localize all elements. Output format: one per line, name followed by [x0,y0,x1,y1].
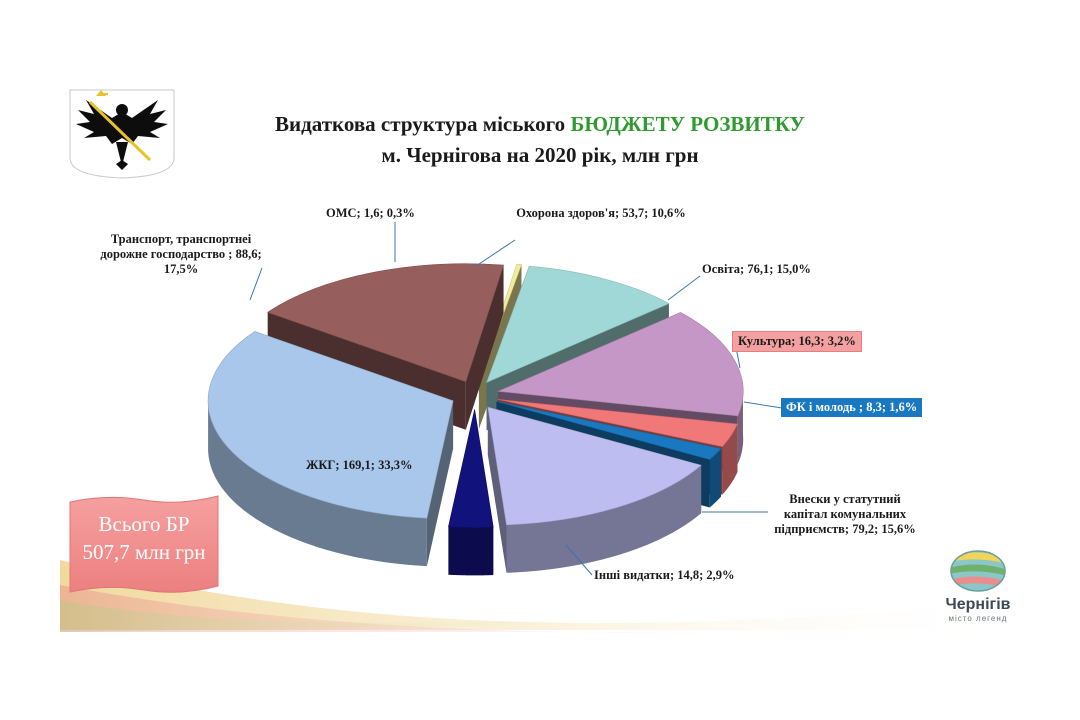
leader-line-2 [249,267,263,301]
slice-5-group [448,409,494,576]
leader-line-3 [667,275,701,301]
slice-4-top [487,406,702,526]
slice-4-wall-1 [487,407,507,573]
leader-line-5 [743,401,783,409]
background-swoosh-green [60,600,760,632]
slice-7-wall-1 [465,265,504,430]
slice-label-health: Охорона здоров'я; 53,7; 10,6% [516,206,686,220]
slice-label-sport-youth: ФК і молодь ; 8,3; 1,6% [781,398,923,417]
slice-label-capital-contributions: Внески у статутний капітал комунальних п… [774,492,916,536]
leader-line-7 [565,544,593,576]
slice-1-top [497,312,744,417]
slice-1-side [737,385,744,464]
city-logo-name: Чернігів [945,596,1011,613]
total-budget-badge [69,495,219,593]
city-logo-tagline: місто легенд [948,614,1008,623]
slice-label-transport: Транспорт, транспортнеі дорожне господар… [100,232,262,276]
slice-2-top [497,399,738,447]
title-accent-text: БЮДЖЕТУ РОЗВИТКУ [570,112,805,136]
slice-6-group [207,331,454,567]
total-budget-label: Всього БР [98,512,190,536]
slice-label-other: Інші видатки; 14,8; 2,9% [594,568,735,582]
leader-line-0 [475,239,516,267]
total-budget-text: Всього БР 507,7 млн грн [68,510,220,566]
title-text: Видаткова структура міського [275,112,566,136]
chernihiv-eagle-coat-of-arms-icon [69,89,175,179]
slice-6-top [207,331,454,519]
background-swoosh-gold [60,560,1020,630]
chernihiv-city-logo-icon [950,550,1006,592]
slice-label-oms: ОМС; 1,6; 0,3% [326,206,415,220]
slice-5-top [448,409,494,528]
slice-2-side [722,424,738,495]
slice-7-top [267,263,504,383]
chart-title-line-1: Видаткова структура міського БЮДЖЕТУ РОЗ… [180,112,900,137]
slice-4-group [487,406,702,573]
slice-label-education: Освіта; 76,1; 15,0% [702,262,811,276]
slice-6-side [208,398,427,567]
slice-4-side [506,465,702,573]
slice-3-top [496,401,722,460]
total-budget-value: 507,7 млн грн [82,540,206,564]
slice-0-top [486,265,670,383]
background-swoosh-red [60,585,900,633]
chart-title-line-2: м. Чернігова на 2020 рік, млн грн [381,143,699,167]
slice-label-culture: Культура; 16,3; 3,2% [732,331,862,352]
slice-5-side [448,526,494,576]
slice-label-housing: ЖКГ; 169,1; 33,3% [306,458,413,472]
slice-3-side [709,448,721,508]
